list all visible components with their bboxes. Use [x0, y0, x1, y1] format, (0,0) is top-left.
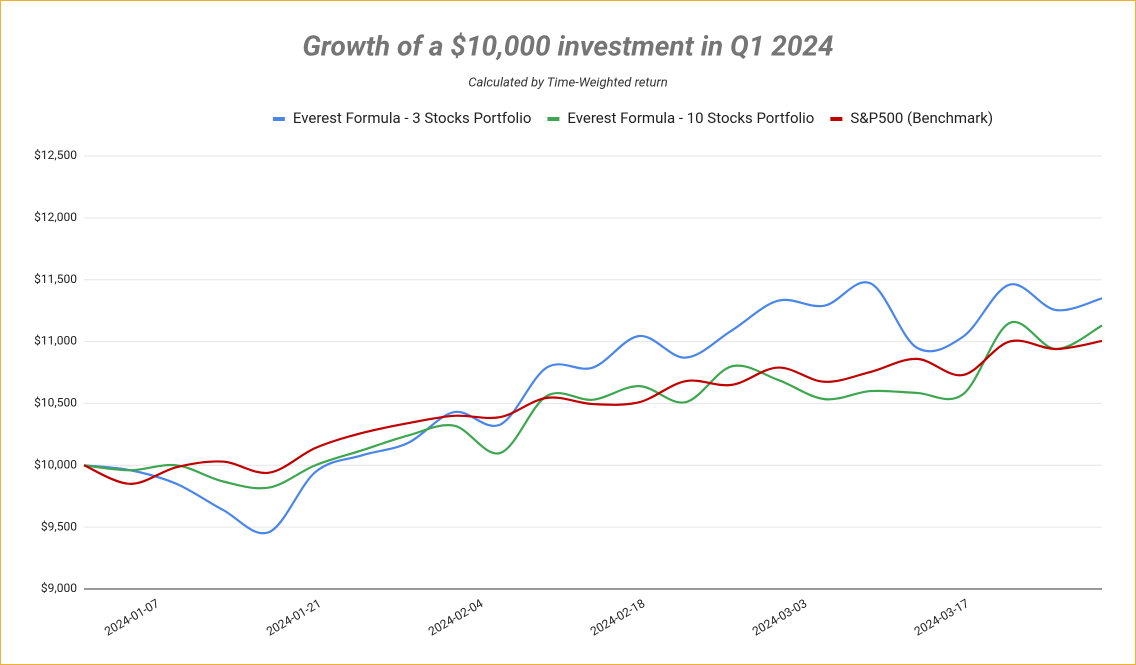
x-tick-label: 2024-03-03	[750, 596, 809, 638]
y-tick-label: $10,500	[34, 396, 77, 410]
series-line	[83, 320, 1103, 490]
y-tick-label: $11,500	[34, 272, 77, 286]
series-line	[83, 281, 1103, 535]
y-tick-label: $12,000	[34, 210, 77, 224]
y-tick-label: $12,500	[34, 148, 77, 162]
y-tick-label: $9,000	[41, 581, 77, 595]
y-tick-label: $10,000	[34, 457, 77, 471]
legend: Everest Formula - 3 Stocks Portfolio Ever…	[272, 109, 993, 127]
x-tick-label: 2024-01-07	[102, 596, 162, 639]
x-tick-label: 2024-02-04	[426, 596, 486, 639]
x-tick-label: 2024-03-17	[912, 596, 972, 639]
y-tick-label: $9,500	[41, 519, 77, 533]
legend-label: Everest Formula - 3 Stocks Portfolio	[293, 109, 532, 127]
y-tick-label: $11,000	[34, 334, 77, 348]
x-tick-label: 2024-01-21	[264, 596, 323, 638]
legend-label: S&P500 (Benchmark)	[850, 109, 993, 127]
chart-subtitle: Calculated by Time-Weighted return	[468, 75, 668, 90]
legend-label: Everest Formula - 10 Stocks Portfolio	[567, 109, 814, 127]
series-line	[83, 339, 1103, 485]
x-tick-label: 2024-02-18	[588, 596, 648, 639]
chart-title: Growth of a $10,000 investment in Q1 202…	[302, 29, 833, 62]
